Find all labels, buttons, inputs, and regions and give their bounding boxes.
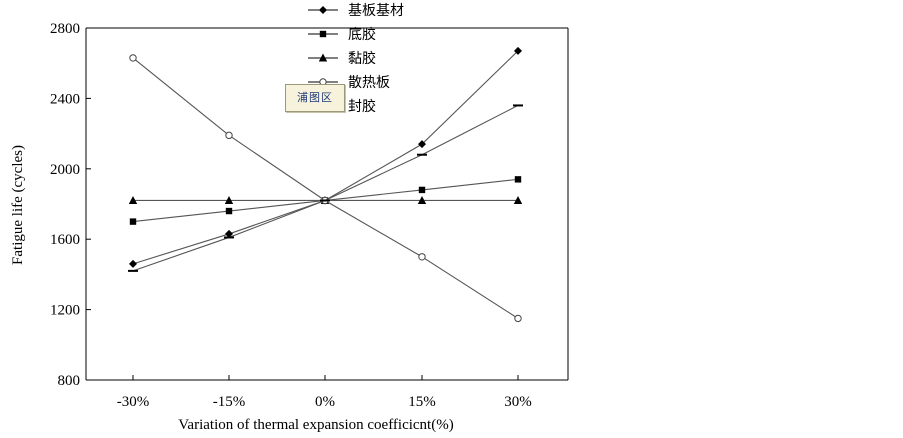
axes: 800 1200 1600 2000 2400 2800 -30% -15% 0% 15% 30% <box>50 21 569 410</box>
data-point <box>129 259 137 268</box>
data-point <box>129 218 137 225</box>
data-point <box>418 140 426 149</box>
data-point <box>225 131 233 140</box>
data-point <box>319 30 327 38</box>
x-axis-label: Variation of thermal expansion coefficic… <box>178 417 453 433</box>
data-point <box>418 253 426 261</box>
legend-item: 基板基材 <box>308 2 404 19</box>
x-tick-label: -30% <box>117 394 150 410</box>
data-point <box>129 54 137 62</box>
legend-item: 黏胶 <box>308 50 376 67</box>
data-point <box>514 176 522 183</box>
data-point <box>319 6 327 14</box>
data-point <box>513 195 523 204</box>
x-tick-label: 30% <box>504 394 532 410</box>
x-tick-label: 0% <box>315 394 335 410</box>
data-point <box>417 195 427 204</box>
legend-item: 散热板 <box>308 75 390 91</box>
data-point <box>318 53 328 62</box>
y-tick-label: 2000 <box>50 162 80 178</box>
series-layer <box>128 46 523 323</box>
y-tick-label: 2400 <box>50 91 80 107</box>
legend-label: 散热板 <box>348 75 390 91</box>
series <box>128 104 523 272</box>
y-tick-label: 800 <box>58 373 81 389</box>
data-point <box>224 195 234 204</box>
legend-item: 底胶 <box>308 26 376 43</box>
data-point <box>514 314 522 323</box>
legend-label: 基板基材 <box>348 2 404 19</box>
y-tick-label: 1200 <box>50 303 80 319</box>
data-point <box>418 186 426 194</box>
data-point <box>514 46 522 55</box>
watermark-logo: 浦图区 <box>285 84 345 112</box>
data-point <box>128 195 138 204</box>
y-axis-label: Fatigue life (cycles) <box>10 145 26 265</box>
y-tick-label: 2800 <box>50 21 80 37</box>
legend-label: 底胶 <box>348 26 376 43</box>
y-tick-label: 1600 <box>50 232 80 248</box>
data-point <box>225 229 233 238</box>
legend-label: 封胶 <box>348 98 376 115</box>
x-tick-label: 15% <box>408 394 436 410</box>
data-point <box>225 207 233 215</box>
legend-label: 黏胶 <box>348 50 376 67</box>
x-tick-label: -15% <box>213 394 246 410</box>
